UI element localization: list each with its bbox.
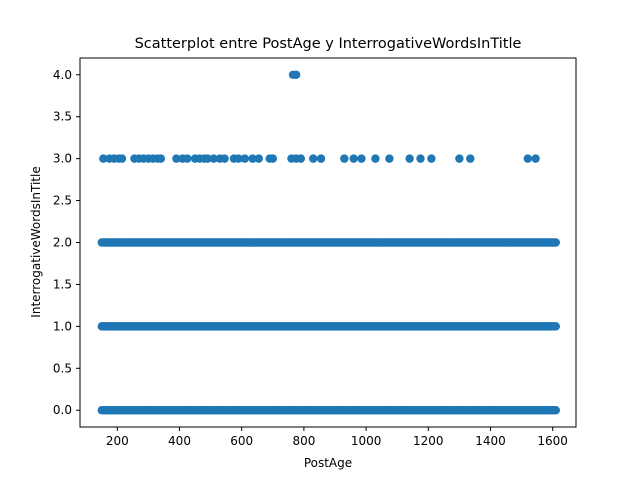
y-axis: 0.0 0.5 1.0 1.5 2.0 2.5 3.0 3.5 4.0 [53,68,80,417]
data-point [427,154,436,163]
data-point [416,154,425,163]
x-axis: 200 400 600 800 1000 1200 1400 1600 [106,427,568,448]
data-point [455,154,464,163]
data-point [156,154,166,163]
data-point [466,154,475,163]
data-point [371,154,380,163]
data-point [349,154,358,163]
data-point [248,154,257,163]
y-tick-label: 1.0 [53,319,72,333]
x-tick-label: 600 [230,434,253,448]
x-tick-label: 1400 [475,434,506,448]
data-point [254,154,264,163]
y-tick-label: 1.5 [53,277,72,291]
data-point [551,238,560,247]
chart-title: Scatterplot entre PostAge y Interrogativ… [135,36,522,52]
points-layer [97,70,560,415]
x-tick-label: 1000 [351,434,382,448]
x-tick-label: 1600 [537,434,568,448]
data-point [183,154,192,163]
data-point [405,154,414,163]
y-tick-label: 0.5 [53,361,72,375]
data-point [296,154,305,163]
data-point [203,154,212,163]
data-point [551,322,560,331]
y-tick-label: 0.0 [53,403,72,417]
y-tick-label: 3.5 [53,110,72,124]
y-tick-label: 2.0 [53,236,72,250]
y-tick-label: 2.5 [53,194,72,208]
y-tick-label: 4.0 [53,68,72,82]
data-point [234,154,243,163]
data-point [172,154,181,163]
data-point [357,154,366,163]
x-tick-label: 400 [168,434,191,448]
x-tick-label: 1200 [413,434,444,448]
data-point [220,154,229,163]
data-point [291,70,301,79]
data-point [385,154,394,163]
data-point [551,406,560,415]
data-point [117,154,127,163]
data-point [99,154,108,163]
y-tick-label: 3.0 [53,152,72,166]
data-point [523,154,532,163]
data-point [309,154,318,163]
data-point [209,154,218,163]
x-axis-title: PostAge [304,456,352,470]
data-point [268,154,278,163]
data-point [531,154,540,163]
data-point [316,154,326,163]
x-tick-label: 800 [292,434,315,448]
x-tick-label: 200 [106,434,129,448]
data-point [340,154,349,163]
data-point [240,154,250,163]
y-axis-title: InterrogativeWordsInTitle [29,166,43,317]
